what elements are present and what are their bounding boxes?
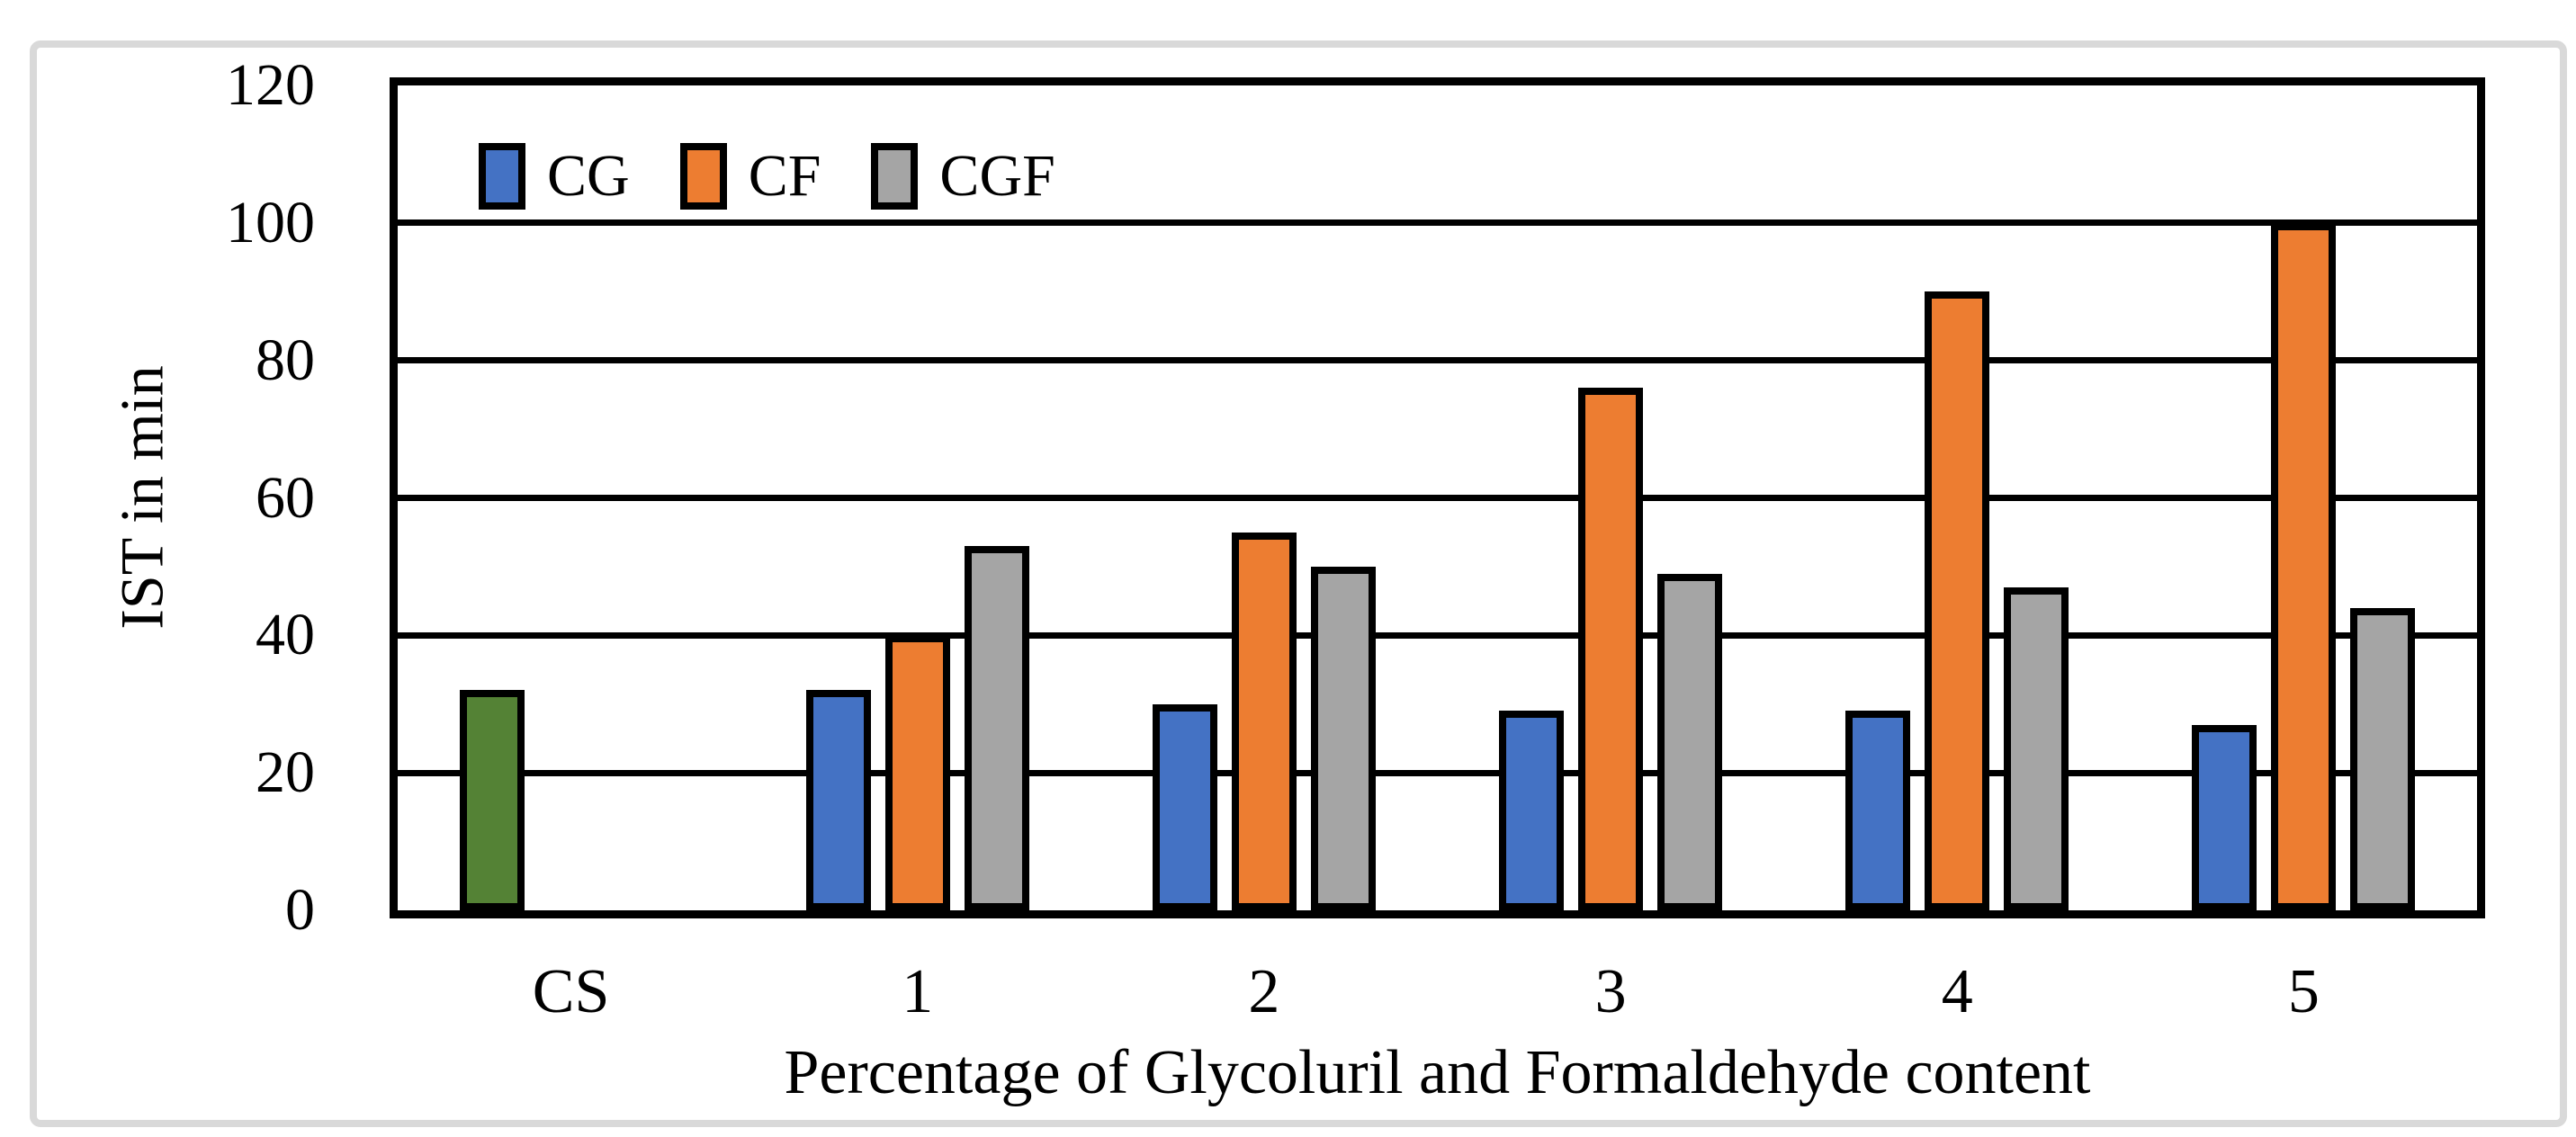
bar-3-CF: [1578, 388, 1644, 910]
bar-3-CGF: [1657, 574, 1723, 910]
gridline-y-80: [398, 357, 2477, 364]
gridline-y-100: [398, 219, 2477, 227]
bar-3-CG: [1499, 711, 1565, 910]
bar-2-CGF: [1310, 567, 1376, 910]
bar-1-CGF: [964, 546, 1029, 910]
legend-label-CF: CF: [748, 143, 821, 209]
legend: CG CF CGF: [479, 143, 1106, 210]
y-tick-label: 120: [226, 52, 315, 118]
bar-5-CF: [2271, 223, 2337, 910]
y-tick-label: 20: [256, 739, 315, 806]
x-tick-label-3: 3: [1594, 957, 1627, 1026]
legend-label-CGF: CGF: [939, 143, 1055, 209]
legend-swatch-CGF: [871, 143, 919, 210]
gridline-y-20: [398, 769, 2477, 776]
x-tick-label-CS: CS: [532, 957, 610, 1026]
legend-swatch-CF: [679, 143, 727, 210]
bar-4-CG: [1845, 711, 1911, 910]
y-tick-label: 80: [256, 327, 315, 393]
y-tick-label: 60: [256, 464, 315, 531]
legend-item-CGF: CGF: [871, 143, 1055, 210]
bar-2-CF: [1231, 533, 1297, 910]
bar-5-CGF: [2350, 608, 2416, 910]
plot-area: CG CF CGF: [390, 77, 2485, 918]
x-tick-label-2: 2: [1248, 957, 1280, 1026]
gridline-y-40: [398, 631, 2477, 639]
bar-5-CG: [2192, 725, 2257, 910]
gridline-y-60: [398, 495, 2477, 501]
bar-4-CF: [1925, 291, 1990, 910]
legend-swatch-CG: [479, 143, 525, 210]
y-tick-label: 40: [256, 602, 315, 668]
bar-CS-CG: [459, 690, 525, 910]
legend-item-CF: CF: [679, 143, 821, 210]
y-tick-label: 0: [285, 877, 315, 943]
bar-1-CG: [805, 690, 871, 910]
bar-2-CG: [1152, 704, 1217, 910]
legend-item-CG: CG: [479, 143, 630, 210]
bar-4-CGF: [2004, 587, 2069, 910]
x-tick-label-4: 4: [1941, 957, 1973, 1026]
x-tick-label-1: 1: [902, 957, 934, 1026]
legend-label-CG: CG: [547, 143, 630, 209]
bar-1-CF: [884, 635, 950, 910]
x-tick-label-5: 5: [2287, 957, 2320, 1026]
y-tick-label: 100: [226, 189, 315, 255]
x-axis-title: Percentage of Glycoluril and Formaldehyd…: [784, 1038, 2091, 1107]
